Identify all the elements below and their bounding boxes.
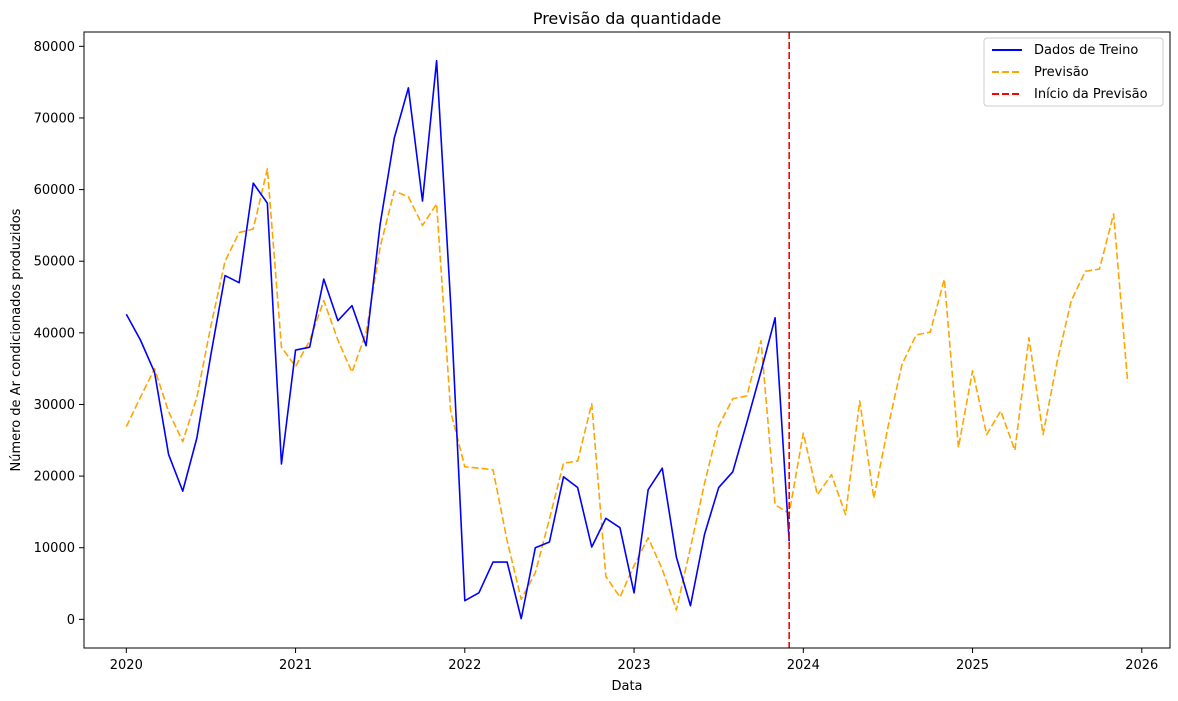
y-tick-label: 70000 <box>34 111 75 126</box>
x-axis-ticks: 2020 2021 2022 2023 2024 2025 2026 <box>110 648 1158 673</box>
y-tick-label: 0 <box>67 613 75 628</box>
plot-lines <box>125 32 1129 648</box>
legend-label-forecast-start: Início da Previsão <box>1034 87 1148 102</box>
legend-label-training: Dados de Treino <box>1034 43 1138 58</box>
y-tick-label: 60000 <box>34 183 75 198</box>
y-tick-label: 80000 <box>34 40 75 55</box>
y-tick-label: 40000 <box>34 326 75 341</box>
x-axis-label: Data <box>611 679 642 694</box>
y-tick-label: 10000 <box>34 541 75 556</box>
legend: Dados de Treino Previsão Início da Previ… <box>983 37 1164 107</box>
chart-title: Previsão da quantidade <box>533 9 721 28</box>
series-line-training <box>125 59 790 620</box>
x-tick-label: 2026 <box>1125 658 1158 673</box>
y-tick-label: 30000 <box>34 398 75 413</box>
x-tick-label: 2022 <box>448 658 481 673</box>
y-tick-label: 20000 <box>34 470 75 485</box>
x-tick-label: 2020 <box>110 658 143 673</box>
x-tick-label: 2023 <box>618 658 651 673</box>
legend-box <box>983 37 1164 107</box>
plot-frame <box>83 31 1171 649</box>
x-tick-label: 2021 <box>279 658 312 673</box>
legend-label-forecast: Previsão <box>1034 65 1089 80</box>
x-tick-label: 2025 <box>956 658 989 673</box>
x-tick-label: 2024 <box>787 658 820 673</box>
y-axis-ticks: 0 10000 20000 30000 40000 50000 60000 70000 8000… <box>34 40 84 628</box>
y-tick-label: 50000 <box>34 255 75 270</box>
y-axis-label: Número de Ar condicionados produzidos <box>9 208 24 471</box>
